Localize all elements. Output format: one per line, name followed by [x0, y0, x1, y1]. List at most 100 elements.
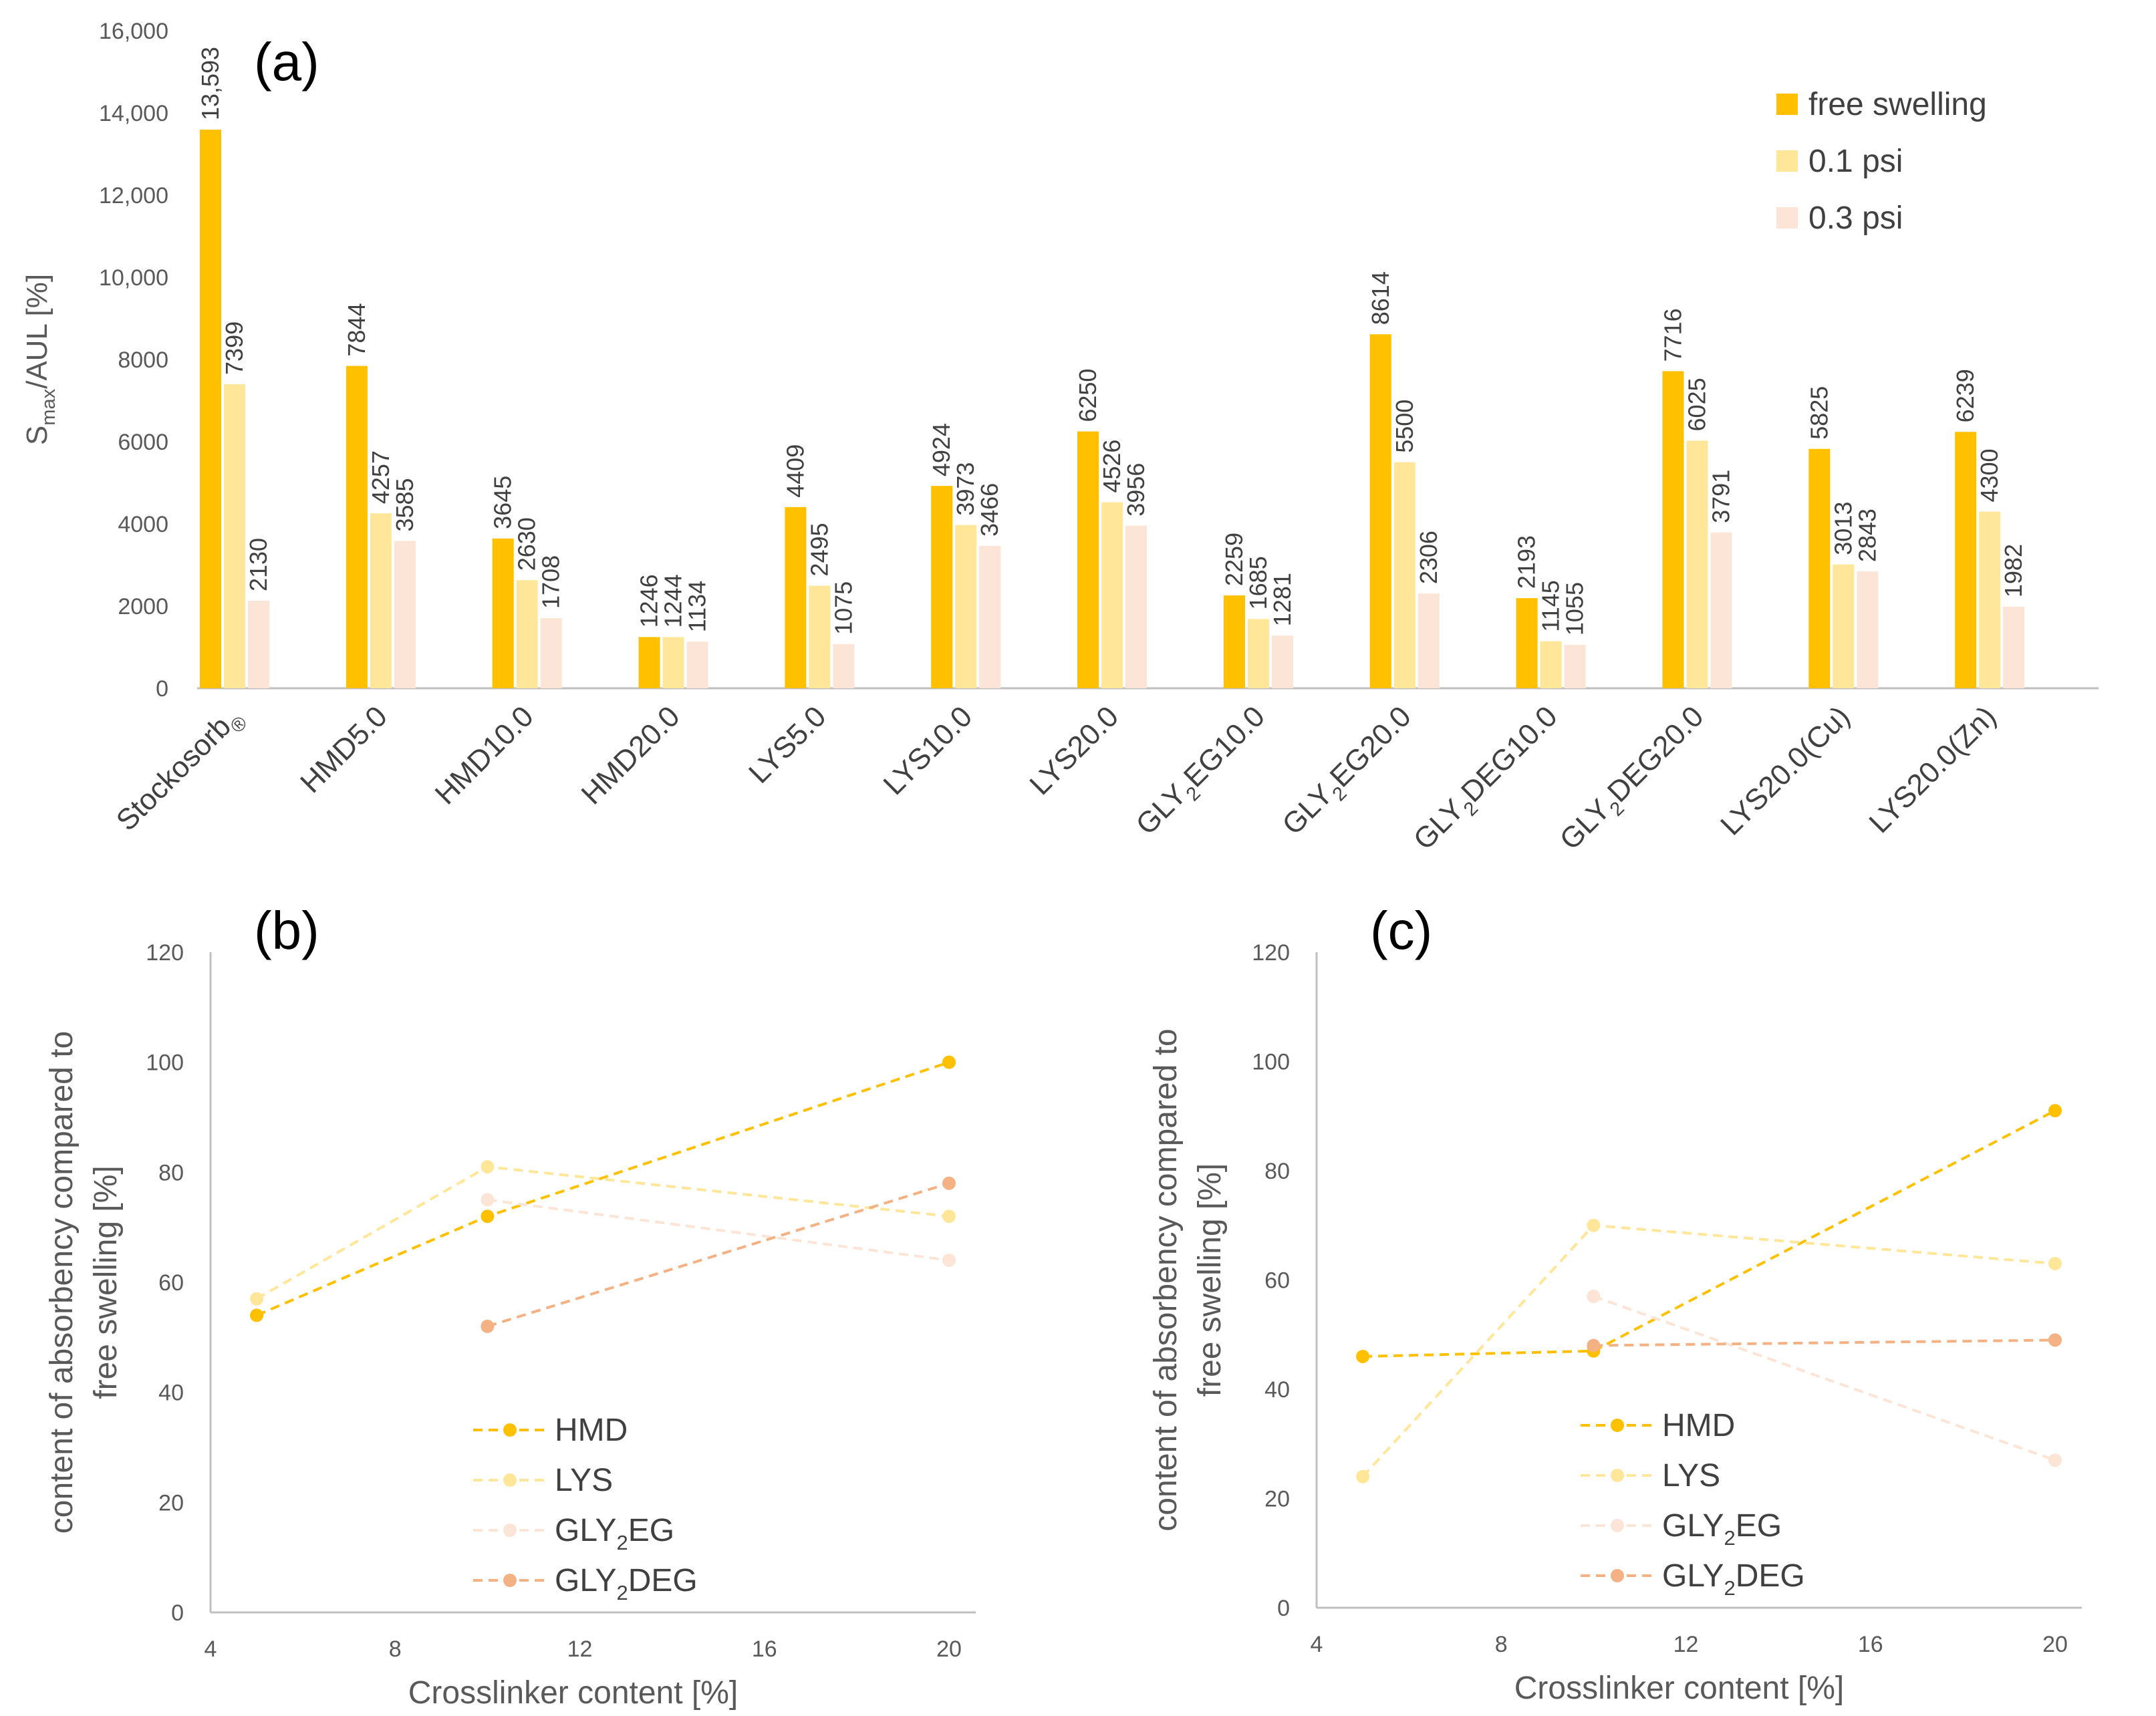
- bar-value-label: 7399: [221, 321, 248, 375]
- category-label: GLY2EG20.0: [1276, 700, 1422, 845]
- bar: [1247, 619, 1269, 688]
- data-point-hmd: [481, 1209, 495, 1224]
- series-line-gly2eg: [1593, 1295, 2056, 1462]
- category-label: HMD5.0: [294, 700, 394, 799]
- series-line-gly2deg: [487, 1181, 950, 1328]
- bar: [248, 601, 269, 688]
- y-axis-title-line2: free swelling [%]: [1192, 1163, 1228, 1397]
- bar-value-label: 6025: [1683, 378, 1710, 431]
- legend-label: LYS: [555, 1463, 613, 1498]
- bar: [1125, 525, 1148, 688]
- y-tick-label: 2000: [118, 594, 168, 619]
- bar-value-label: 4526: [1098, 440, 1125, 493]
- bar-value-label: 1055: [1561, 582, 1589, 635]
- bar: [662, 637, 684, 688]
- bar-value-label: 5500: [1391, 400, 1418, 453]
- bar: [1662, 371, 1684, 688]
- bar: [1101, 502, 1123, 688]
- bar: [200, 130, 221, 688]
- bar-value-label: 2259: [1220, 533, 1248, 586]
- bar-value-label: 2193: [1513, 535, 1540, 589]
- data-point-lys: [481, 1160, 495, 1174]
- category-label: GLY2DEG20.0: [1554, 700, 1714, 860]
- bar-value-label: 2843: [1853, 509, 1881, 562]
- bar-value-label: 7844: [343, 303, 370, 357]
- y-tick-label: 80: [1264, 1159, 1290, 1184]
- bar-chart-panel-a: 0 2000 4000 6000 8000 10,000 12,000 14,000 16,00…: [21, 19, 2099, 860]
- bar: [931, 486, 953, 688]
- category-label: LYS20.0(Zn): [1863, 700, 2002, 839]
- data-point-lys: [1356, 1469, 1370, 1483]
- data-point-gly2deg: [942, 1176, 956, 1190]
- y-tick-label: 12,000: [99, 183, 168, 208]
- data-point-hmd: [1356, 1349, 1370, 1363]
- legend-label: HMD: [555, 1413, 628, 1448]
- bar-value-label: 1281: [1268, 573, 1296, 626]
- category-label: GLY2DEG10.0: [1407, 700, 1568, 860]
- bar-value-label: 8614: [1367, 271, 1394, 325]
- line-chart-panel-c: 0 20 40 60 80 100 120 4 8 12 16 20 Crosslinker conte…: [1148, 901, 2082, 1706]
- category-label: LYS5.0: [743, 700, 832, 789]
- bar-value-label: 1685: [1244, 556, 1272, 609]
- category-label: GLY2EG10.0: [1129, 700, 1275, 845]
- category-label: LYS20.0: [1023, 700, 1125, 801]
- bar: [1418, 593, 1440, 688]
- y-tick-label: 4000: [118, 512, 168, 537]
- x-tick-label: 16: [752, 1636, 777, 1662]
- data-point-hmd: [942, 1055, 956, 1069]
- y-tick-label: 10,000: [99, 265, 168, 291]
- x-tick-label: 12: [1673, 1632, 1699, 1657]
- y-tick-label: 20: [158, 1490, 184, 1516]
- data-point-gly2eg: [1587, 1290, 1601, 1304]
- legend-marker: [503, 1423, 517, 1437]
- bar: [1808, 448, 1831, 688]
- bar: [1686, 440, 1708, 688]
- data-point-gly2eg: [942, 1254, 956, 1268]
- bar-value-label: 1075: [829, 581, 857, 635]
- bar-value-label: 2630: [513, 517, 541, 571]
- legend-marker: [1611, 1469, 1624, 1482]
- bar: [1223, 595, 1245, 688]
- bar: [1710, 532, 1732, 688]
- y-tick-label: 40: [1264, 1377, 1290, 1403]
- bar: [1833, 564, 1855, 688]
- bar-value-label: 3645: [489, 476, 517, 529]
- y-tick-label: 60: [158, 1270, 184, 1296]
- x-tick-label: 16: [1858, 1632, 1883, 1657]
- data-point-gly2deg: [2048, 1333, 2062, 1347]
- category-label: HMD10.0: [429, 700, 540, 811]
- bar: [833, 644, 855, 688]
- bar-value-label: 4300: [1976, 448, 2003, 502]
- y-tick-label: 120: [146, 940, 184, 966]
- bar: [1393, 462, 1416, 688]
- bar-value-label: 3973: [952, 462, 979, 516]
- y-axis-title-line1: content of absorbency compared to: [1148, 1028, 1184, 1531]
- bar: [492, 538, 514, 688]
- bar: [1955, 432, 1977, 688]
- y-tick-label: 8000: [118, 347, 168, 373]
- x-axis-title: Crosslinker content [%]: [408, 1675, 738, 1711]
- legend-marker: [503, 1574, 517, 1587]
- data-point-gly2eg: [2048, 1453, 2062, 1467]
- category-label: HMD20.0: [575, 700, 686, 811]
- bar: [1857, 571, 1879, 688]
- legend-swatch: [1776, 207, 1798, 229]
- legend-label: free swelling: [1808, 87, 1987, 122]
- bar: [809, 585, 831, 688]
- bar: [955, 525, 977, 688]
- y-tick-label: 80: [158, 1160, 184, 1185]
- legend-label: LYS: [1662, 1458, 1720, 1493]
- legend-swatch: [1776, 150, 1798, 172]
- y-tick-label: 6000: [118, 430, 168, 455]
- bar: [1077, 431, 1099, 688]
- legend-label: 0.3 psi: [1808, 200, 1903, 236]
- bar-value-label: 3585: [391, 478, 418, 531]
- legend-marker: [1611, 1519, 1624, 1532]
- bar: [394, 541, 416, 688]
- x-tick-label: 4: [205, 1636, 217, 1662]
- line-chart-panel-b: 0 20 40 60 80 100 120 4 8 12 16 20 Crosslinker conte…: [44, 901, 976, 1711]
- bar-value-label: 1244: [660, 574, 687, 627]
- category-label: LYS10.0: [878, 700, 979, 801]
- bar-value-label: 1246: [636, 574, 663, 627]
